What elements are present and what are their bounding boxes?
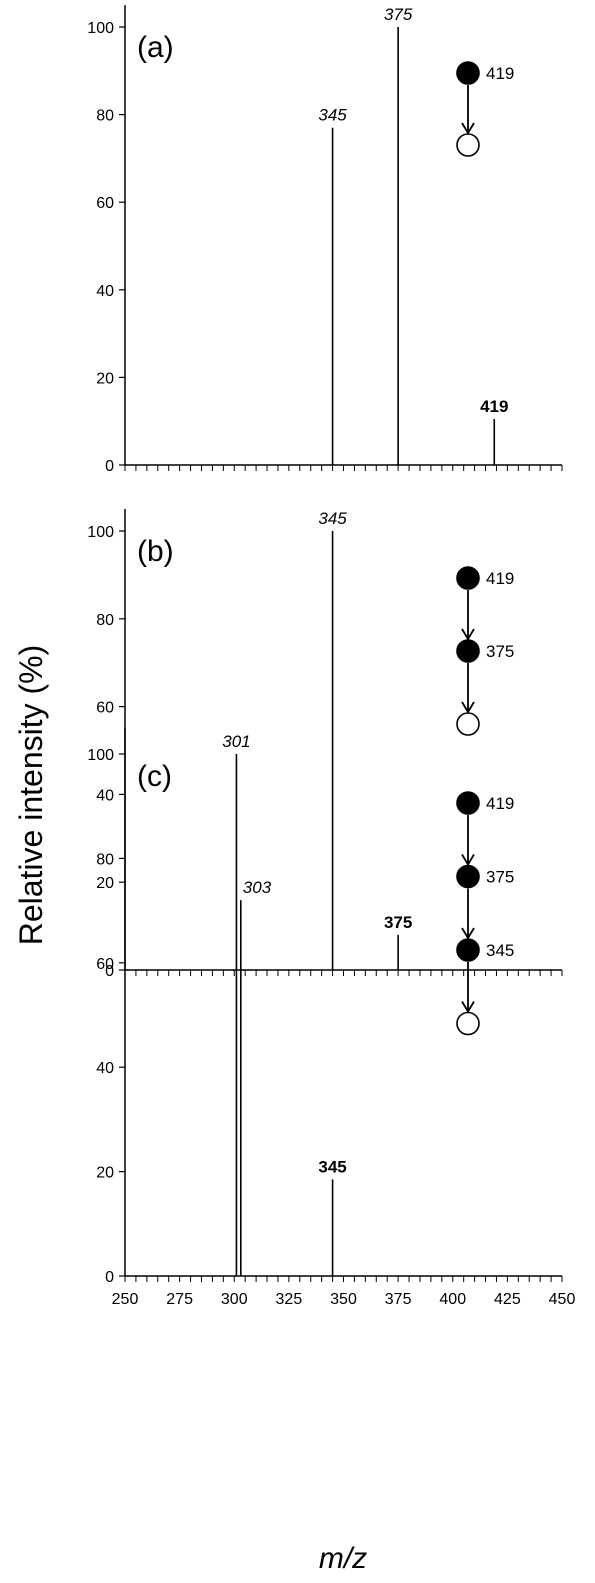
precursor-ion-node: [456, 61, 480, 85]
precursor-ion-node: [456, 639, 480, 663]
y-tick-label: 40: [96, 787, 114, 804]
y-tick-label: 60: [96, 956, 114, 973]
y-tick-label: 60: [96, 195, 114, 212]
product-ion-node: [456, 712, 480, 736]
peak-label-301: 301: [222, 732, 250, 751]
peak-label-375: 375: [384, 913, 412, 932]
x-tick-label: 300: [221, 1291, 248, 1308]
product-ion-node: [456, 1011, 480, 1036]
pathway-node-label: 345: [486, 941, 514, 960]
y-tick-label: 80: [96, 851, 114, 868]
y-tick-label: 20: [96, 875, 114, 892]
panel-a: 0 20 40 60 80 100 345 375 419 (a) 419: [87, 5, 563, 475]
y-tick-label: 80: [96, 612, 114, 629]
y-tick-label: 0: [105, 458, 114, 475]
panel-label: (c): [137, 760, 172, 793]
arrow-head: [461, 927, 475, 940]
peak-label-345: 345: [318, 509, 347, 528]
peak-label-375: 375: [384, 5, 413, 24]
x-tick-label: 400: [439, 1291, 466, 1308]
y-tick-label: 40: [96, 1060, 114, 1077]
arrow-head: [461, 854, 475, 867]
y-tick-label: 80: [96, 108, 114, 125]
pathway-node-label: 375: [486, 642, 514, 661]
x-tick-label: 450: [549, 1291, 576, 1308]
panel-label: (a): [137, 31, 174, 64]
x-tick-label: 350: [330, 1291, 357, 1308]
fragmentation-pathway: 419: [456, 61, 514, 157]
y-tick-label: 60: [96, 700, 114, 717]
y-tick-label: 20: [96, 370, 114, 387]
panel-b: 0 20 40 60 80 100 345 375 (b) 419 375: [87, 509, 563, 980]
y-axis-title: Relative intensity (%): [13, 645, 49, 946]
pathway-node-label: 419: [486, 569, 514, 588]
peak-label-419: 419: [480, 397, 508, 416]
y-tick-label: 40: [96, 283, 114, 300]
x-tick-label: 325: [276, 1291, 303, 1308]
x-tick-label: 425: [494, 1291, 521, 1308]
arrow-head: [461, 122, 475, 135]
y-tick-label: 100: [87, 524, 114, 541]
y-tick-label: 0: [105, 1269, 114, 1286]
pathway-node-label: 419: [486, 64, 514, 83]
x-tick-label: 250: [112, 1291, 139, 1308]
peak-label-345: 345: [318, 1157, 346, 1176]
x-axis-title: m/z: [319, 1542, 367, 1575]
arrow-head: [461, 1001, 475, 1014]
fragmentation-pathway: 419 375 345: [456, 791, 514, 1036]
y-tick-label: 100: [87, 747, 114, 764]
precursor-ion-node: [456, 938, 480, 962]
spectra-panels: 0 20 40 60 80 100 345 375 419 (a) 419 0 20 40 60 80 100 3…: [87, 5, 575, 1308]
precursor-ion-node: [456, 864, 480, 889]
precursor-ion-node: [456, 791, 480, 815]
y-tick-label: 0: [105, 963, 114, 980]
y-tick-label: 100: [87, 20, 114, 37]
peak-label-345: 345: [318, 106, 347, 125]
x-tick-label: 375: [385, 1291, 412, 1308]
pathway-node-label: 419: [486, 794, 514, 813]
fragmentation-pathway: 419 375: [456, 566, 514, 736]
precursor-ion-node: [456, 566, 480, 590]
x-tick-label: 275: [166, 1291, 193, 1308]
panel-label: (b): [137, 535, 174, 568]
arrow-head: [461, 701, 475, 714]
peak-label-303: 303: [243, 878, 272, 897]
arrow-head: [461, 628, 475, 641]
pathway-node-label: 375: [486, 868, 514, 887]
product-ion-node: [456, 133, 480, 157]
y-tick-label: 20: [96, 1165, 114, 1182]
